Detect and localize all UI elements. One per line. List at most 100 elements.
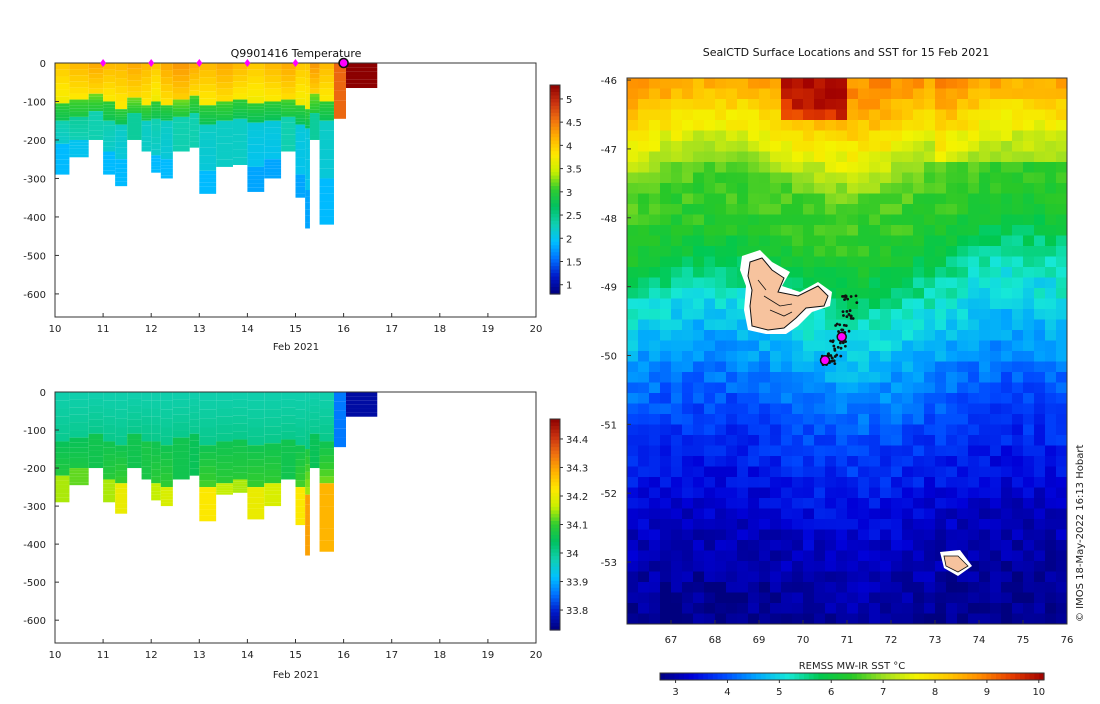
sst-cell [1012,109,1024,121]
sst-cell [1045,351,1057,362]
sst-cell [836,141,848,152]
sst-cell [847,204,859,215]
profile-date-marker [148,59,155,67]
profile-cell [281,93,296,100]
track-dot [839,346,843,350]
profile-cell [115,483,128,489]
sst-cell [913,550,925,562]
sst-colorbar-segment [856,673,863,680]
sst-cell [913,519,925,530]
profile-cell [160,502,173,507]
profile-cell [69,145,89,149]
sst-cell [792,456,804,467]
sst-cell [968,141,980,152]
sst-cell [1023,193,1035,205]
sst-cell [968,99,980,110]
sst-cell [627,582,639,593]
sst-cell [748,99,760,110]
sst-cell [847,372,859,383]
profile-cell [295,193,306,198]
sst-cell [1023,141,1035,152]
sst-cell [968,214,980,226]
sst-cell [847,330,859,341]
sst-cell [660,508,672,520]
sst-cell [1056,151,1068,163]
profile-cell [69,457,89,463]
profile-cell [88,99,104,103]
colorbar-segment [550,154,560,159]
profile-cell [69,154,89,158]
profile-cell [189,68,200,74]
sst-cell [957,246,969,257]
sst-cell [869,571,881,583]
sst-cell [704,277,716,289]
sst-cell [770,330,782,341]
sst-cell [704,256,716,268]
sst-colorbar-segment [1029,673,1035,680]
sst-cell [627,78,639,89]
map-title: SealCTD Surface Locations and SST for 15… [703,46,990,59]
sst-cell [1034,183,1046,194]
sst-cell [990,298,1002,310]
track-dot [837,330,840,333]
profile-cell [69,482,89,486]
profile-cell [88,102,104,106]
sst-cell [781,487,793,499]
sst-cell [1023,508,1035,520]
x-tick-label: 12 [145,650,158,661]
sst-colorbar-segment [736,673,743,680]
sst-cell [814,466,826,478]
sst-cell [737,571,749,583]
sst-cell [913,582,925,593]
sst-cell [902,277,914,289]
sst-cell [693,298,705,310]
sst-cell [1012,298,1024,310]
sst-cell [924,351,936,362]
sst-cell [781,256,793,268]
sst-cell [693,361,705,373]
profile-cell [151,113,161,116]
track-dot [849,316,853,320]
profile-cell [319,469,334,477]
profile-cell [305,78,310,87]
sst-cell [682,487,694,499]
sst-cell [814,204,826,215]
profile-cell [160,63,173,71]
sst-cell [1045,529,1057,541]
profile-cell [247,69,265,77]
sst-cell [1001,288,1013,299]
profile-cell [103,125,116,131]
sst-cell [891,351,903,362]
sst-cell [715,592,727,604]
sst-cell [1012,130,1024,142]
sst-cell [693,340,705,352]
sst-cell [1034,88,1046,100]
sst-cell [781,592,793,604]
sst-cell [1012,393,1024,404]
sst-cell [935,330,947,341]
sst-cell [902,529,914,541]
sst-cell [748,78,760,89]
sst-cell [814,340,826,352]
sst-cell [1023,372,1035,383]
profile-cell [199,418,217,428]
sst-cell [682,351,694,362]
sst-cell [803,141,815,152]
sst-cell [704,466,716,478]
sst-cell [847,477,859,488]
sst-cell [935,519,947,530]
sst-cell [968,109,980,121]
profile-cell [172,422,190,431]
colorbar-segment [550,538,560,543]
profile-cell [281,466,296,473]
colorbar-segment [550,95,560,100]
sst-cell [1034,582,1046,593]
colorbar-segment [550,238,560,243]
profile-cell [199,466,217,474]
sst-cell [869,540,881,551]
profile-cell [309,78,320,84]
sst-cell [1012,256,1024,268]
sst-cell [814,498,826,509]
profile-cell [216,95,233,102]
sst-cell [748,487,760,499]
